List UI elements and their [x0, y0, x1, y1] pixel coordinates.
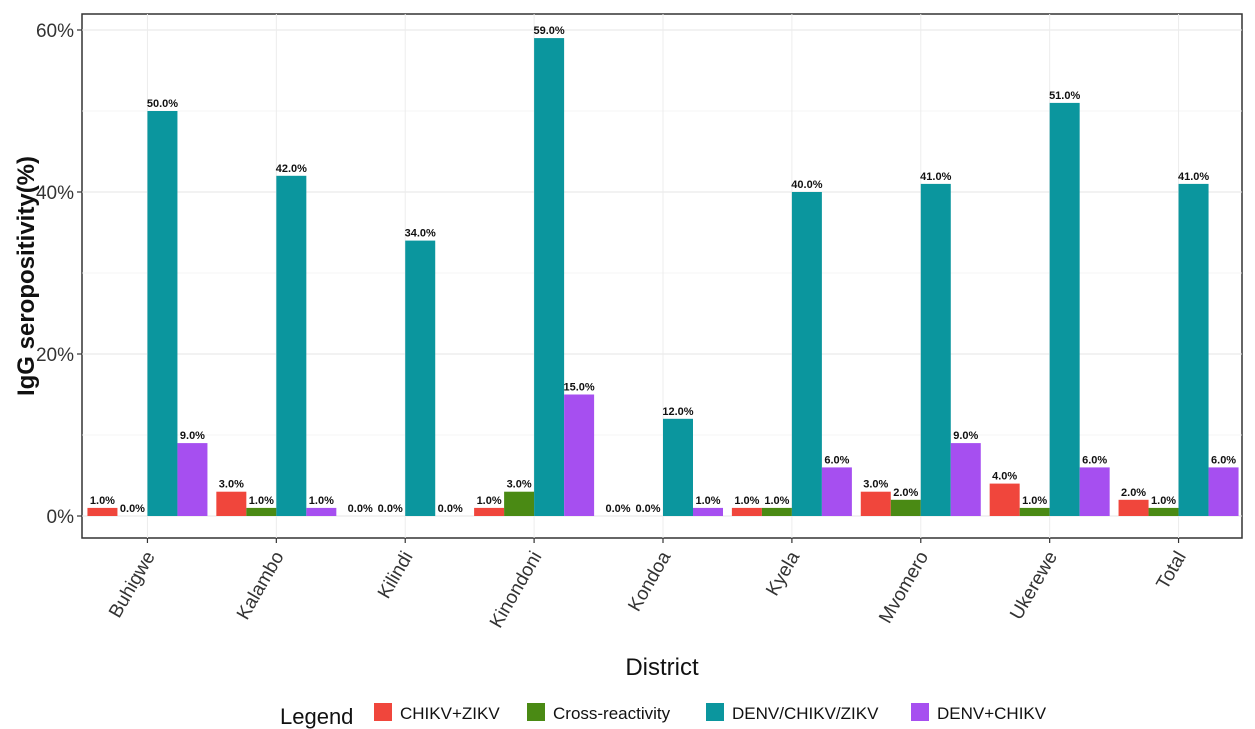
data-label: 1.0%: [1022, 495, 1047, 507]
legend-key: [374, 703, 392, 721]
bar: [761, 507, 792, 516]
bar: [504, 491, 535, 516]
bar: [1049, 102, 1080, 517]
data-label: 0.0%: [378, 503, 403, 515]
data-label: 1.0%: [1151, 495, 1176, 507]
data-label: 1.0%: [695, 495, 720, 507]
legend-label: CHIKV+ZIKV: [400, 704, 500, 723]
bar: [564, 394, 595, 516]
data-label: 50.0%: [147, 98, 178, 110]
data-label: 2.0%: [1121, 487, 1146, 499]
bar: [791, 192, 822, 516]
bar: [731, 507, 762, 516]
y-axis-title: IgG seropositivity(%): [13, 156, 40, 396]
data-label: 41.0%: [1178, 171, 1209, 183]
bar: [950, 443, 981, 516]
data-label: 6.0%: [1082, 454, 1107, 466]
y-tick-label: 0%: [47, 507, 75, 528]
data-label: 6.0%: [824, 454, 849, 466]
data-label: 0.0%: [348, 503, 373, 515]
bar: [1208, 467, 1239, 516]
x-tick-label: Total: [1153, 548, 1191, 593]
data-label: 59.0%: [534, 25, 565, 37]
bar: [306, 507, 337, 516]
legend-key: [527, 703, 545, 721]
data-label: 15.0%: [564, 382, 595, 394]
bar: [890, 499, 921, 516]
data-label: 0.0%: [120, 503, 145, 515]
legend-key: [706, 703, 724, 721]
legend-label: Cross-reactivity: [553, 704, 671, 723]
data-label: 3.0%: [219, 479, 244, 491]
x-tick-label: Ukerewe: [1006, 548, 1062, 623]
x-tick-label: Kyela: [762, 548, 804, 600]
bar: [534, 38, 565, 516]
x-tick-label: Kinondoni: [486, 548, 546, 632]
bar: [860, 491, 891, 516]
bar: [920, 183, 951, 516]
bar: [1148, 507, 1179, 516]
data-label: 1.0%: [734, 495, 759, 507]
y-tick-label: 20%: [36, 345, 74, 366]
bar: [1019, 507, 1050, 516]
bar: [821, 467, 852, 516]
data-label: 0.0%: [438, 503, 463, 515]
legend: Legend CHIKV+ZIKV Cross-reactivity DENV/CH…: [280, 703, 1047, 729]
bars: [87, 38, 1239, 517]
data-label: 2.0%: [893, 487, 918, 499]
data-label: 41.0%: [920, 171, 951, 183]
x-tick-label: Buhigwe: [105, 548, 160, 622]
legend-label: DENV+CHIKV: [937, 704, 1047, 723]
bar: [663, 418, 693, 516]
bar: [276, 175, 307, 517]
bar: [1118, 499, 1149, 516]
bar: [87, 507, 118, 516]
data-label: 6.0%: [1211, 454, 1236, 466]
data-label: 1.0%: [764, 495, 789, 507]
bar: [474, 507, 505, 516]
x-tick-label: Kalambo: [233, 548, 289, 623]
x-tick-label: Mvomero: [875, 548, 933, 627]
x-tick-label: Kondoa: [624, 548, 675, 616]
bar: [989, 483, 1020, 516]
y-tick-label: 40%: [36, 183, 74, 204]
bar: [246, 507, 277, 516]
bar: [216, 491, 247, 516]
data-label: 12.0%: [662, 406, 693, 418]
data-labels: 1.0% 3.0% 0.0% 1.0% 0.0% 1.0% 3.0% 4.0% 2.0% 0.0%…: [90, 25, 1236, 515]
data-label: 34.0%: [405, 228, 436, 240]
data-label: 42.0%: [276, 163, 307, 175]
data-label: 51.0%: [1049, 90, 1080, 102]
data-label: 9.0%: [180, 430, 205, 442]
bar: [1079, 467, 1110, 516]
bar: [405, 240, 436, 516]
bar: [1178, 183, 1209, 516]
x-tick-label: Kilindi: [374, 548, 418, 602]
x-axis-title: District: [625, 654, 699, 681]
bar: [693, 507, 723, 516]
data-label: 3.0%: [507, 479, 532, 491]
legend-title: Legend: [280, 704, 353, 729]
data-label: 0.0%: [635, 503, 660, 515]
y-tick-label: 60%: [36, 21, 74, 42]
data-label: 1.0%: [309, 495, 334, 507]
bar: [177, 443, 208, 516]
data-label: 1.0%: [90, 495, 115, 507]
data-label: 4.0%: [992, 471, 1017, 483]
legend-key: [911, 703, 929, 721]
data-label: 3.0%: [863, 479, 888, 491]
data-label: 1.0%: [477, 495, 502, 507]
data-label: 0.0%: [605, 503, 630, 515]
data-label: 9.0%: [953, 430, 978, 442]
bar: [147, 111, 178, 516]
legend-label: DENV/CHIKV/ZIKV: [732, 704, 879, 723]
data-label: 1.0%: [249, 495, 274, 507]
plot-panel: [81, 13, 1243, 539]
data-label: 40.0%: [791, 179, 822, 191]
